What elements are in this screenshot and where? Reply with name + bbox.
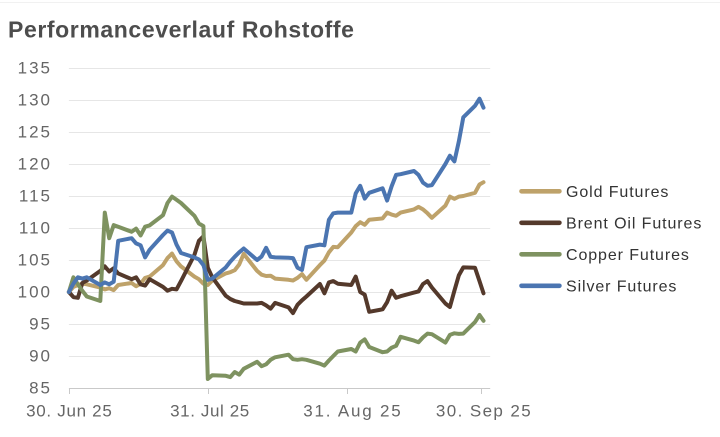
svg-text:95: 95 [29,314,52,333]
svg-text:31. Aug 25: 31. Aug 25 [303,401,402,420]
svg-text:Gold Futures: Gold Futures [566,184,669,201]
svg-text:100: 100 [18,282,52,301]
svg-text:30. Sep 25: 30. Sep 25 [436,401,532,420]
svg-text:105: 105 [18,250,52,269]
svg-text:85: 85 [29,378,52,397]
svg-text:115: 115 [19,186,52,205]
svg-text:125: 125 [18,122,52,141]
svg-text:130: 130 [18,90,52,109]
svg-text:110: 110 [19,218,52,237]
svg-text:120: 120 [18,154,52,173]
svg-text:135: 135 [18,58,52,77]
svg-text:Silver Futures: Silver Futures [566,279,677,296]
svg-text:90: 90 [29,346,52,365]
svg-text:31. Jul 25: 31. Jul 25 [170,401,250,420]
svg-text:Performanceverlauf Rohstoffe: Performanceverlauf Rohstoffe [8,17,355,43]
svg-text:30. Jun 25: 30. Jun 25 [26,401,112,420]
svg-text:Copper Futures: Copper Futures [566,247,690,264]
svg-text:Brent Oil Futures: Brent Oil Futures [566,216,702,233]
